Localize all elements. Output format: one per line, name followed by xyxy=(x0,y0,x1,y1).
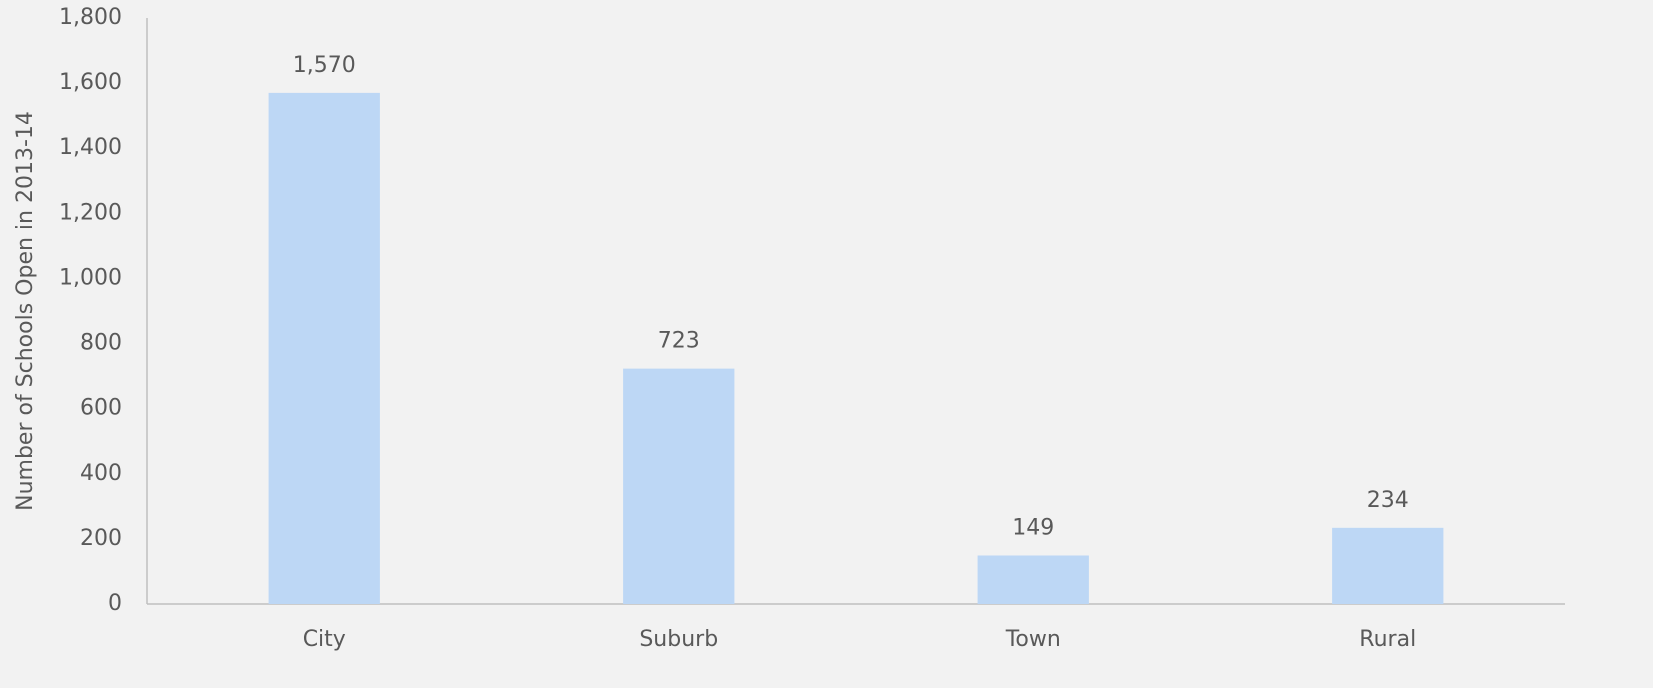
x-tick-label: Suburb xyxy=(639,627,718,652)
y-tick-label: 1,400 xyxy=(59,135,122,160)
y-tick-label: 600 xyxy=(80,396,122,421)
y-tick-label: 1,600 xyxy=(59,70,122,95)
data-label: 723 xyxy=(658,329,700,354)
data-label: 1,570 xyxy=(293,53,356,78)
y-tick-label: 1,800 xyxy=(59,5,122,30)
y-tick-label: 0 xyxy=(108,591,122,616)
x-tick-label: Rural xyxy=(1359,627,1416,652)
y-axis-title: Number of Schools Open in 2013-14 xyxy=(13,111,38,511)
bar xyxy=(268,92,380,604)
x-tick-label: Town xyxy=(1005,627,1061,652)
y-tick-label: 1,200 xyxy=(59,200,122,225)
x-tick-label: City xyxy=(303,627,346,652)
y-tick-label: 1,000 xyxy=(59,265,122,290)
y-tick-label: 800 xyxy=(80,331,122,356)
bar xyxy=(1332,527,1444,604)
data-label: 149 xyxy=(1012,515,1054,540)
bar xyxy=(623,368,735,604)
data-label: 234 xyxy=(1367,488,1409,513)
y-tick-label: 400 xyxy=(80,461,122,486)
bar xyxy=(977,555,1089,604)
y-tick-label: 200 xyxy=(80,526,122,551)
